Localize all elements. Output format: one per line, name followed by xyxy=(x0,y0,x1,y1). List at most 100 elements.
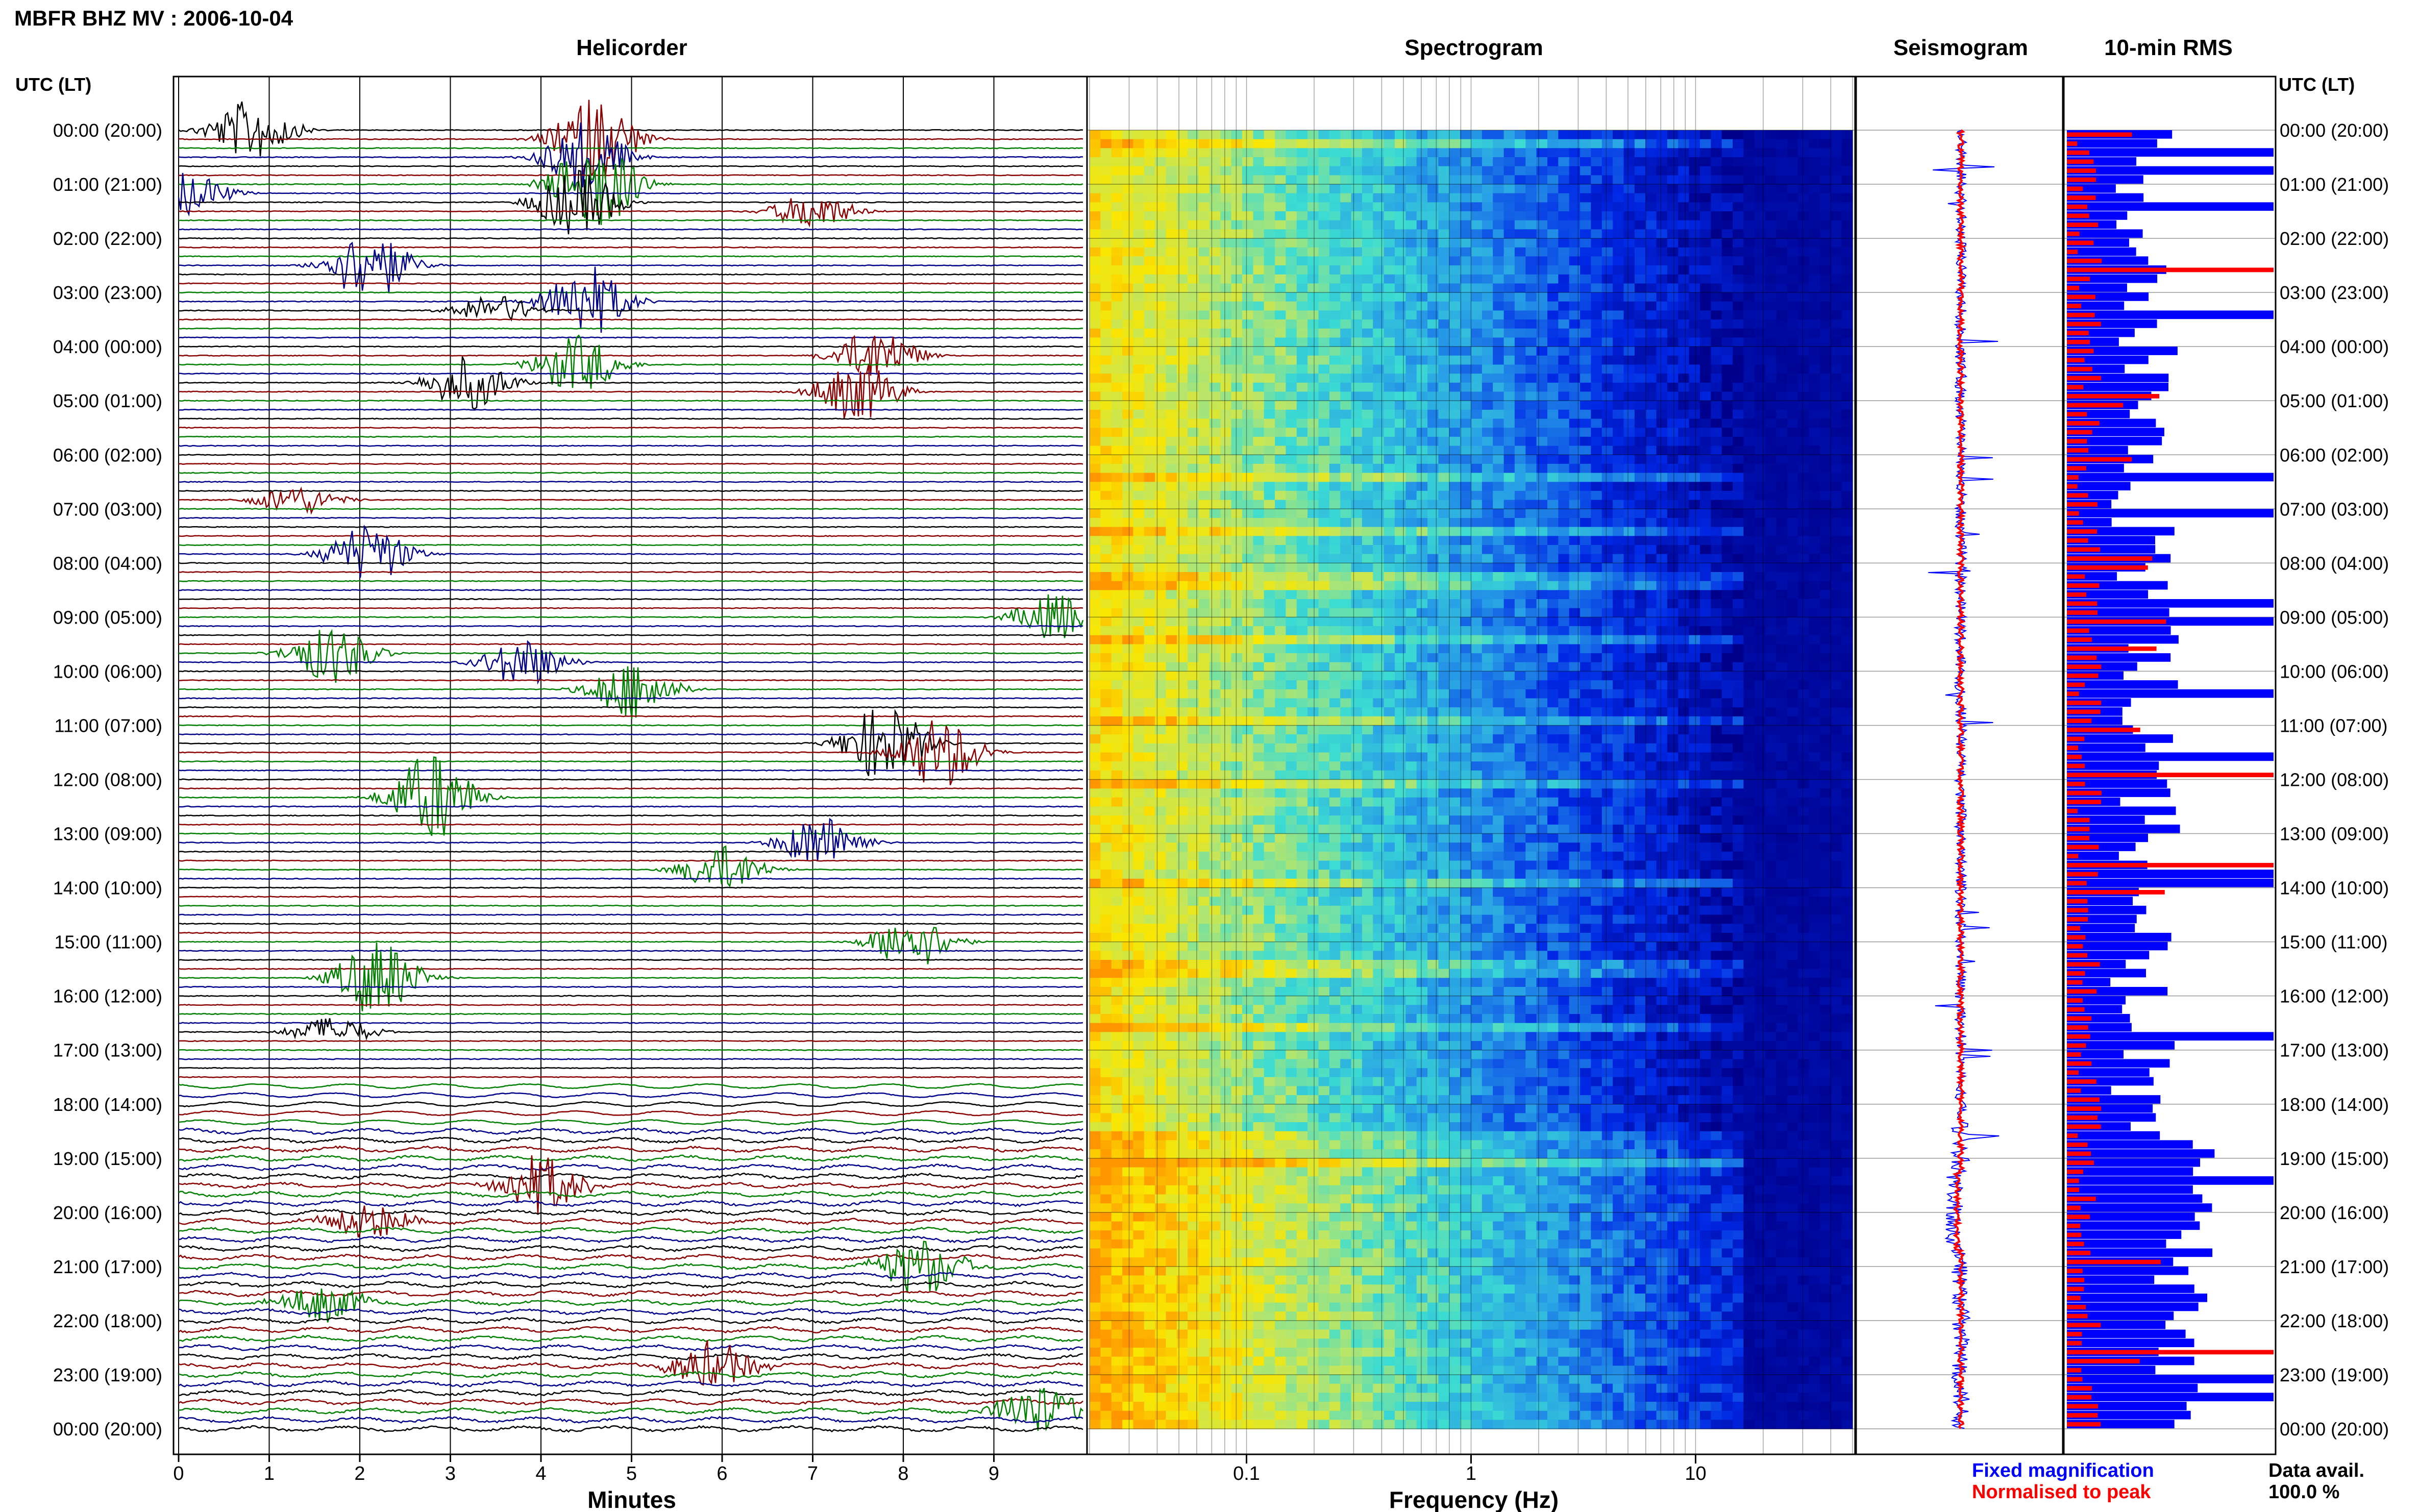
spectrogram-cell xyxy=(1384,509,1395,518)
spectrogram-cell xyxy=(1176,500,1188,509)
spectrogram-cell xyxy=(1765,662,1777,672)
spectrogram-cell xyxy=(1220,707,1232,717)
spectrogram-cell xyxy=(1569,716,1581,726)
spectrogram-cell xyxy=(1798,671,1810,681)
spectrogram-cell xyxy=(1656,445,1668,455)
spectrogram-cell xyxy=(1155,725,1167,735)
spectrogram-cell xyxy=(1733,319,1744,329)
spectrogram-cell xyxy=(1307,301,1319,311)
spectrogram-cell xyxy=(1275,563,1287,573)
spectrogram-cell xyxy=(1090,644,1101,654)
spectrogram-cell xyxy=(1198,608,1210,617)
spectrogram-cell xyxy=(1743,319,1755,329)
spectrogram-cell xyxy=(1809,301,1820,311)
spectrogram-cell xyxy=(1591,374,1602,383)
spectrogram-cell xyxy=(1547,238,1559,248)
spectrogram-cell xyxy=(1318,463,1330,474)
spectrogram-cell xyxy=(1733,418,1744,428)
spectrogram-cell xyxy=(1188,364,1199,374)
spectrogram-cell xyxy=(1841,599,1853,609)
spectrogram-cell xyxy=(1296,490,1308,501)
helicorder-trace-row xyxy=(178,435,1083,438)
spectrogram-cell xyxy=(1340,608,1352,617)
spectrogram-cell xyxy=(1122,725,1134,735)
spectrogram-cell xyxy=(1449,689,1461,699)
spectrogram-cell xyxy=(1449,310,1461,320)
spectrogram-cell xyxy=(1809,292,1820,302)
spectrogram-cell xyxy=(1340,680,1352,690)
spectrogram-cell xyxy=(1253,545,1265,555)
spectrogram-cell xyxy=(1253,509,1265,518)
spectrogram-cell xyxy=(1100,445,1112,455)
spectrogram-cell xyxy=(1787,175,1798,185)
spectrogram-cell xyxy=(1286,166,1297,176)
spectrogram-cell xyxy=(1166,599,1177,609)
spectrogram-cell xyxy=(1591,391,1602,401)
spectrogram-cell xyxy=(1711,401,1722,410)
spectrogram-cell xyxy=(1166,482,1177,491)
spectrogram-cell xyxy=(1188,563,1199,573)
spectrogram-cell xyxy=(1471,707,1483,717)
spectrogram-cell xyxy=(1819,509,1831,518)
spectrogram-cell xyxy=(1667,599,1679,609)
spectrogram-cell xyxy=(1416,445,1428,455)
spectrogram-cell xyxy=(1111,743,1123,753)
spectrogram-cell xyxy=(1198,292,1210,302)
spectrogram-cell xyxy=(1711,157,1722,167)
spectrogram-cell xyxy=(1307,401,1319,410)
spectrogram-cell xyxy=(1220,445,1232,455)
spectrogram-cell xyxy=(1307,238,1319,248)
spectrogram-cell xyxy=(1329,292,1341,302)
spectrogram-cell xyxy=(1558,608,1570,617)
spectrogram-cell xyxy=(1493,617,1504,627)
spectrogram-cell xyxy=(1514,662,1526,672)
spectrogram-cell xyxy=(1307,635,1319,645)
spectrogram-cell xyxy=(1700,563,1711,573)
spectrogram-cell xyxy=(1580,401,1592,410)
spectrogram-cell xyxy=(1231,671,1243,681)
spectrogram-cell xyxy=(1296,247,1308,257)
spectrogram-cell xyxy=(1155,626,1167,636)
spectrogram-cell xyxy=(1482,490,1493,501)
spectrogram-cell xyxy=(1416,617,1428,627)
spectrogram-cell xyxy=(1449,283,1461,293)
spectrogram-cell xyxy=(1166,445,1177,455)
spectrogram-cell xyxy=(1623,391,1635,401)
spectrogram-cell xyxy=(1482,545,1493,555)
spectrogram-cell xyxy=(1373,608,1385,617)
spectrogram-cell xyxy=(1667,283,1679,293)
spectrogram-cell xyxy=(1787,509,1798,518)
spectrogram-cell xyxy=(1111,698,1123,708)
spectrogram-cell xyxy=(1514,473,1526,482)
spectrogram-cell xyxy=(1525,671,1537,681)
spectrogram-cell xyxy=(1645,401,1657,410)
spectrogram-cell xyxy=(1198,265,1210,275)
helicorder-trace-row xyxy=(178,237,1083,240)
spectrogram-cell xyxy=(1601,374,1613,383)
spectrogram-cell xyxy=(1656,554,1668,563)
spectrogram-cell xyxy=(1122,418,1134,428)
spectrogram-cell xyxy=(1231,490,1243,501)
spectrogram-cell xyxy=(1819,319,1831,329)
spectrogram-cell xyxy=(1307,743,1319,753)
helicorder-trace-row xyxy=(179,805,1083,808)
spectrogram-cell xyxy=(1198,644,1210,654)
spectrogram-cell xyxy=(1645,482,1657,491)
spectrogram-cell xyxy=(1503,382,1515,392)
spectrogram-cell xyxy=(1111,608,1123,617)
helicorder-trace-row xyxy=(178,543,1083,547)
spectrogram-cell xyxy=(1831,292,1842,302)
spectrogram-cell xyxy=(1525,455,1537,464)
spectrogram-cell xyxy=(1405,301,1417,311)
spectrogram-cell xyxy=(1656,409,1668,419)
spectrogram-cell xyxy=(1351,445,1363,455)
spectrogram-cell xyxy=(1438,527,1450,536)
spectrogram-cell xyxy=(1198,256,1210,266)
spectrogram-cell xyxy=(1831,617,1842,627)
spectrogram-cell xyxy=(1471,671,1483,681)
spectrogram-cell xyxy=(1678,644,1690,654)
spectrogram-cell xyxy=(1286,256,1297,266)
spectrogram-cell xyxy=(1558,518,1570,528)
spectrogram-cell xyxy=(1656,671,1668,681)
spectrogram-cell xyxy=(1318,455,1330,464)
